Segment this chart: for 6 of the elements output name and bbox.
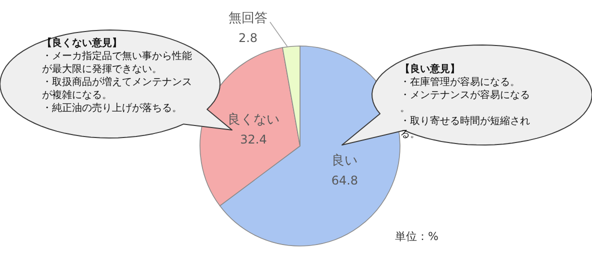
slice-label: 良くない	[228, 112, 280, 128]
slice-label: 無回答	[228, 11, 268, 26]
data-label: 32.4	[240, 132, 267, 147]
slice-label: 良い	[332, 153, 358, 168]
data-label: 64.8	[331, 173, 358, 188]
data-label: 2.8	[238, 31, 258, 45]
